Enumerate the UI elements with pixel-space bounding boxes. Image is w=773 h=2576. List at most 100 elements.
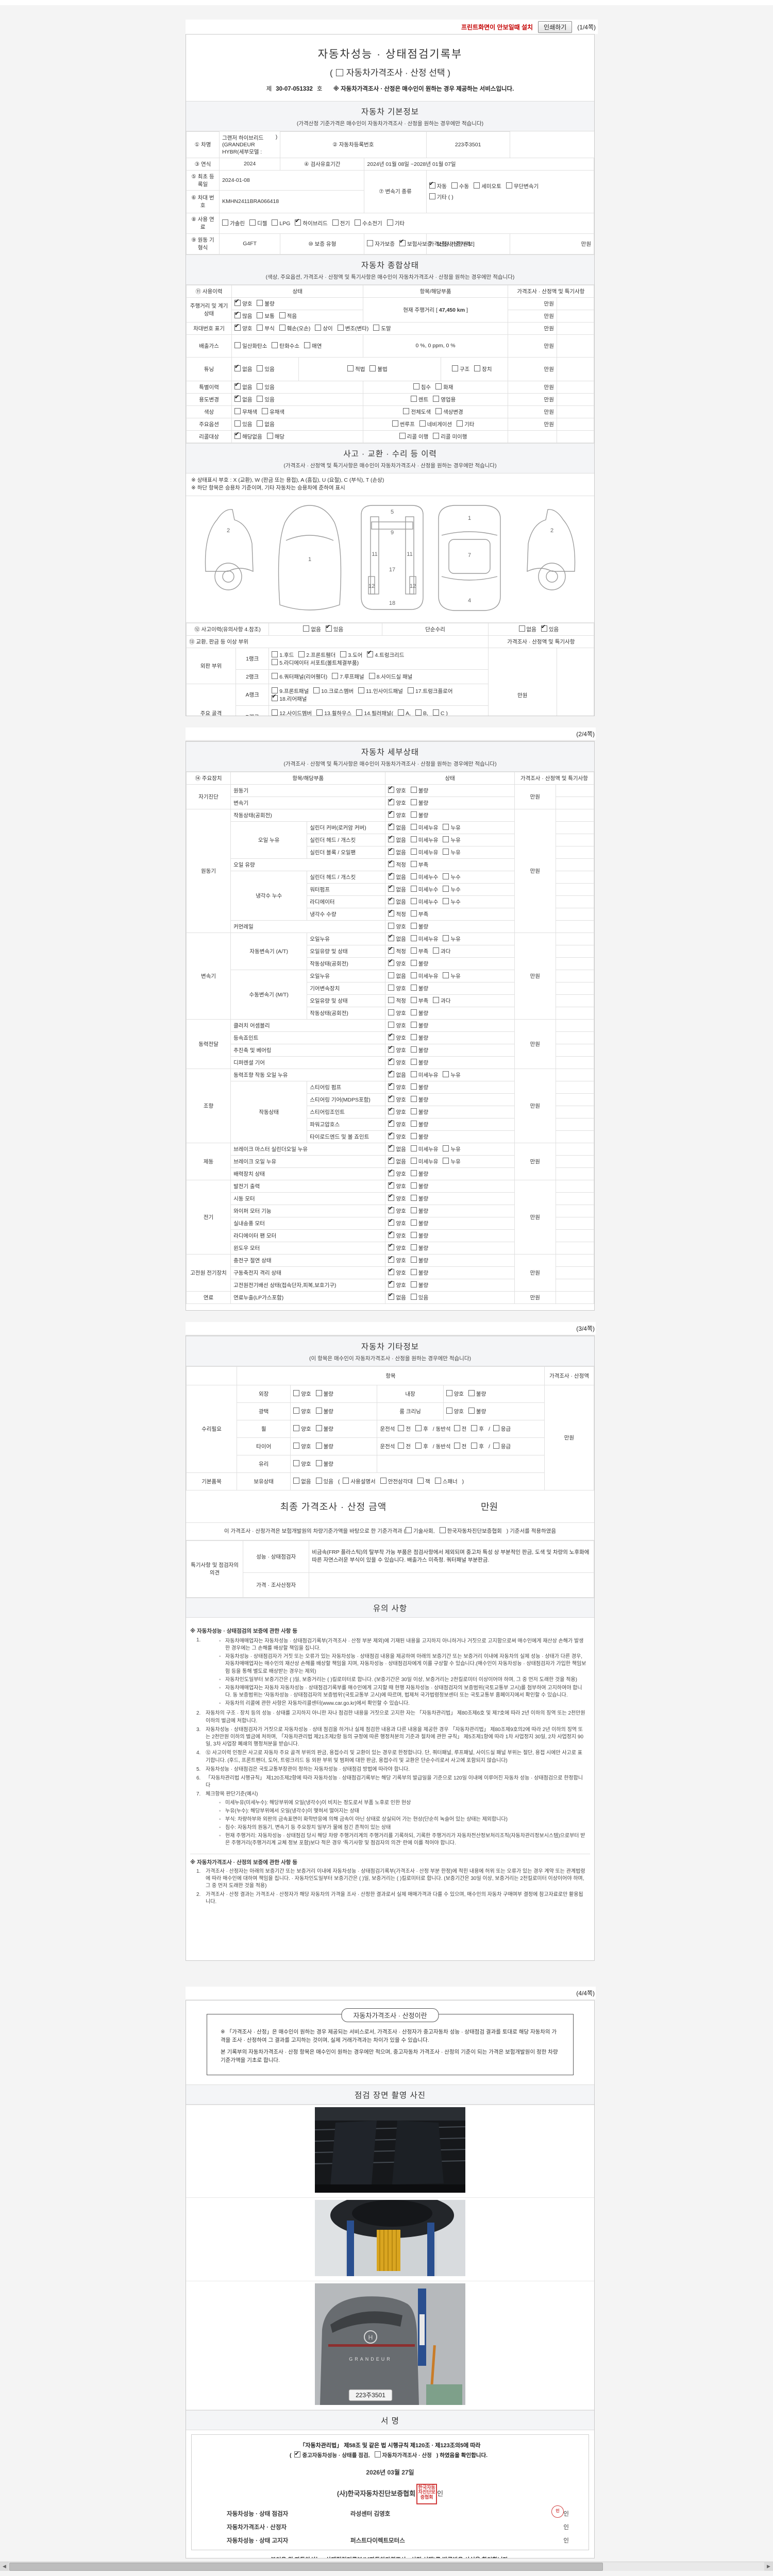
svg-text:2: 2 <box>227 528 230 534</box>
print-install-link[interactable]: 프린트화면이 안보일때 설치 <box>461 23 533 31</box>
checkbox-option: 불량 <box>410 1059 428 1066</box>
detail-state-table: ⑭ 주요장치 항목/해당부품 상태 가격조사 · 산정액 및 특기사항 자기진단… <box>186 772 594 1304</box>
print-button[interactable]: 인쇄하기 <box>538 21 573 33</box>
checkbox-option: 누유 <box>443 824 461 832</box>
checkbox-option: 잭 <box>417 1478 430 1485</box>
checkbox-option: 양호 <box>388 1242 406 1252</box>
checkbox-option: 리콜 미이행 <box>433 432 467 440</box>
notice-item: 7. 체크항목 판단기준(예시) ◦ 미세누유(미세누수): 해당부위에 오일(냉각수… <box>196 1791 585 1846</box>
detail-row: 구동축전지 격리 상태양호불량 <box>187 1266 594 1279</box>
checkbox-option: 미세누유 <box>410 836 438 844</box>
checkbox-option: 양호 <box>388 1168 406 1178</box>
checkbox-option: 14.필러패널( <box>356 709 393 716</box>
engine-type: G4FT <box>219 233 281 255</box>
other-info-table: 항목 가격조사 · 산정액 수리필요 외장 양호 불량 내장 양호 불량 만원 광택… <box>186 1366 594 1490</box>
inspection-photos: H GRANDEUR 223주3501 <box>186 2105 594 2411</box>
checkbox-option: 불량 <box>410 985 428 992</box>
checkbox-option: 양호 <box>388 1009 406 1017</box>
plate-number: 223주3501 <box>426 131 510 158</box>
scrollbar-thumb[interactable] <box>9 2563 603 2571</box>
checkbox-option: 있음 <box>410 1294 428 1301</box>
checkbox-option: 없음 <box>293 1478 311 1485</box>
detail-row: 워터펌프없음미세누수누수 <box>187 883 594 896</box>
checkbox-option: 스패너 <box>434 1478 458 1485</box>
notice-item: 2. 자동차의 구조 · 장치 등의 성능 · 상태를 고지하지 아니한 자나 점… <box>196 1710 585 1724</box>
checkbox-option: 무단변속기 <box>506 182 539 190</box>
checkbox-option: 누유 <box>443 1158 461 1165</box>
checkbox-option: 사용설명서 <box>343 1478 376 1485</box>
svg-text:1: 1 <box>468 515 471 521</box>
notice-item: 6. 「자동차관리법 시행규칙」 제120조제2항에 따라 자동차성능 · 상태점… <box>196 1775 583 1789</box>
checkbox-option: 자가보증 <box>367 240 395 248</box>
checkbox-option: 리콜 이행 <box>399 432 428 440</box>
checkbox-option: 미세누유 <box>410 849 438 856</box>
checkbox-option: 불량 <box>410 1034 428 1042</box>
checkbox-option: 11.인사이드패널 <box>358 687 403 695</box>
appraiser-remarks <box>309 1572 594 1598</box>
svg-text:18: 18 <box>389 600 395 606</box>
checkbox-option: 없음 <box>518 625 536 633</box>
checkbox-option: 과다 <box>433 947 450 955</box>
checkbox-option: 4.트렁크리드 <box>367 649 404 659</box>
scroll-right-arrow[interactable]: ▶ <box>764 2562 773 2571</box>
detail-row: 기어변속장치 양호 불량 <box>187 982 594 995</box>
checkbox-option: 불량 <box>410 787 428 794</box>
form-title: 자동차성능 · 상태점검기록부 <box>317 48 463 60</box>
checkbox-option: 양호 <box>388 1081 406 1091</box>
checkbox-option: 양호 <box>388 809 406 819</box>
scroll-left-arrow[interactable]: ◀ <box>0 2562 9 2571</box>
checkbox-option: 기술사회, <box>405 1527 435 1536</box>
detail-row: 수동변속기 (M/T) 오일누유 없음 미세누유 누유 <box>187 970 594 1020</box>
checkbox-option: 불량 <box>410 1182 428 1190</box>
notice-item: 2. 가격조사 · 산정 결과는 가격조사 · 산정자가 해당 자동차의 가격을 … <box>196 1892 583 1905</box>
horizontal-scrollbar[interactable]: ◀ ▶ <box>0 2562 773 2571</box>
checkbox-option: 양호 <box>388 1217 406 1227</box>
checkbox-option: 변조(변타) <box>337 324 368 332</box>
checkbox-option: 썬루프 <box>392 420 415 428</box>
checkbox-option: 불량 <box>410 1096 428 1104</box>
section-signature: 서 명 <box>186 2410 594 2431</box>
checkbox-option: 누수 <box>443 886 461 893</box>
checkbox-option: 없음 <box>257 420 275 428</box>
checkbox-option: 양호 <box>293 1408 311 1415</box>
checkbox-option: 2.프론트휀더 <box>298 651 335 659</box>
notice-list-2: 1. 가격조사 · 산정자는 아래의 보증기간 또는 보증거리 이내에 자동차성능… <box>186 1868 594 1906</box>
checkbox-option: 없음 <box>234 363 252 373</box>
warranty-type: 자가보증보험사보증보험사[신한손보] <box>364 233 475 255</box>
section-basic-info: 자동차 기본정보 (가격산정 기준가격은 매수인이 자동차가격조사 · 산정을 … <box>186 101 594 131</box>
checkbox-option: 5.라디에이터 서포트(볼트체결부품) <box>272 658 359 667</box>
checkbox-option: 양호 <box>388 1255 406 1264</box>
svg-text:GRANDEUR: GRANDEUR <box>349 2357 392 2362</box>
checkbox-option: 일산화탄소 <box>234 342 267 350</box>
checkbox-option: 양호 <box>446 1390 464 1398</box>
checkbox-option: B, <box>415 709 428 716</box>
vin: KMHN2411BRA066418 <box>219 190 365 213</box>
checkbox-option: A, <box>398 709 411 716</box>
car-name: 그랜저 하이브리드(GRANDEUR HYBR(세부모델 :) <box>222 133 278 155</box>
checkbox-option: 있음 <box>257 395 275 403</box>
checkbox-option: 상이 <box>315 324 333 332</box>
svg-text:2: 2 <box>550 528 553 534</box>
notice-item: 5. 자동차성능 · 상태점검은 국토교통부장관이 정하는 자동차성능 · 상태점… <box>196 1766 410 1772</box>
print-toolbar: 프린트화면이 안보일때 설치 인쇄하기 (1/4쪽) <box>186 20 598 34</box>
checkbox-option: 없음 <box>388 871 406 881</box>
section-notices: 유의 사항 <box>186 1597 594 1618</box>
checkbox-option: 있음 <box>257 365 275 373</box>
car-damage-diagram: 2 1 5 9 11 11 12 12 1 7 4 18 17 2 <box>186 496 594 623</box>
checkbox-option: 부족 <box>410 997 428 1005</box>
checkbox-option: 침수 <box>413 383 431 391</box>
checkbox-option: 양호 <box>388 1106 406 1116</box>
checkbox-option: 불량 <box>410 1219 428 1227</box>
page-4: 자동차가격조사 · 산정이란 ※ 「가격조사 · 산정」은 매수인이 원하는 경… <box>186 2000 595 2558</box>
checkbox-option: 색상변경 <box>435 408 463 416</box>
checkbox-option: 없음 <box>234 394 252 403</box>
checkbox-option: 18.리어패널 <box>272 693 307 703</box>
checkbox-option: 해당없음 <box>234 431 262 440</box>
detail-row: 타이로드엔드 및 볼 죠인트양호불량 <box>187 1130 594 1143</box>
price-basis-note: 이 가격조사 · 산정가격은 보험개발원의 차량기준가액을 바탕으로 한 기준가… <box>186 1523 594 1540</box>
checkbox-option: 불량 <box>410 1133 428 1141</box>
checkbox-option: 안전삼각대 <box>380 1478 413 1485</box>
detail-row: 실내송풍 모터양호불량 <box>187 1217 594 1230</box>
checkbox-option: 양호 <box>388 797 406 807</box>
